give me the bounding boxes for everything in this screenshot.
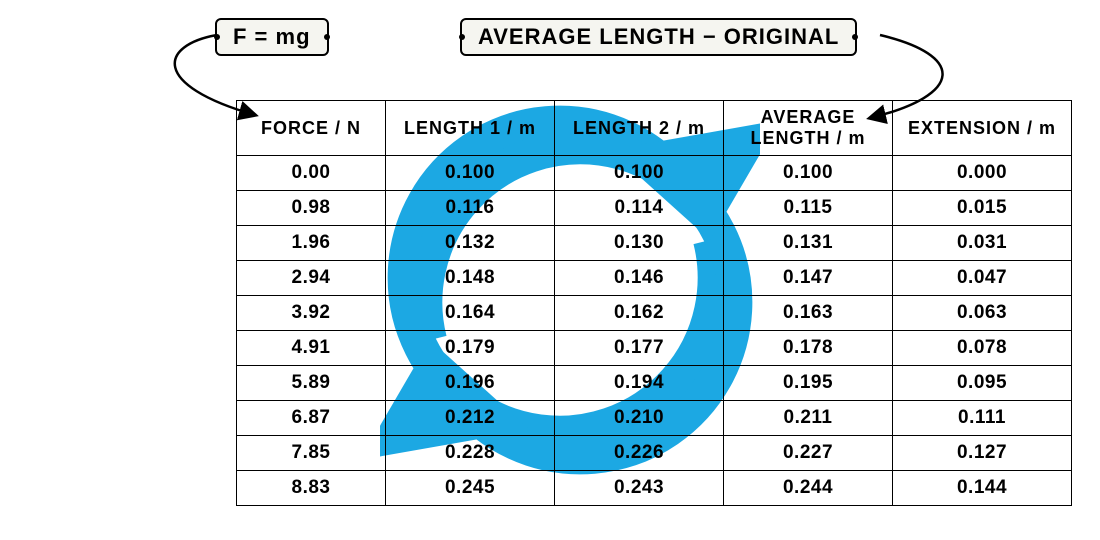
table-cell: 0.031 <box>893 226 1072 261</box>
table-cell: 8.83 <box>237 471 386 506</box>
table-row: 2.940.1480.1460.1470.047 <box>237 261 1072 296</box>
table-cell: 0.100 <box>724 156 893 191</box>
table-row: 4.910.1790.1770.1780.078 <box>237 331 1072 366</box>
diagram-root: F = mg AVERAGE LENGTH − ORIGINAL FORCE /… <box>0 0 1100 540</box>
table-cell: 0.111 <box>893 401 1072 436</box>
table-cell: 0.127 <box>893 436 1072 471</box>
table-cell: 0.130 <box>555 226 724 261</box>
col-length1: LENGTH 1 / m <box>386 101 555 156</box>
table-row: 8.830.2450.2430.2440.144 <box>237 471 1072 506</box>
table-cell: 0.144 <box>893 471 1072 506</box>
table-cell: 3.92 <box>237 296 386 331</box>
table-cell: 0.164 <box>386 296 555 331</box>
table-cell: 0.226 <box>555 436 724 471</box>
table-row: 1.960.1320.1300.1310.031 <box>237 226 1072 261</box>
table-cell: 0.148 <box>386 261 555 296</box>
table-cell: 0.227 <box>724 436 893 471</box>
table-cell: 0.078 <box>893 331 1072 366</box>
table-cell: 0.98 <box>237 191 386 226</box>
table-cell: 0.100 <box>386 156 555 191</box>
table-cell: 0.015 <box>893 191 1072 226</box>
table-cell: 0.115 <box>724 191 893 226</box>
table-cell: 0.000 <box>893 156 1072 191</box>
table-row: 0.980.1160.1140.1150.015 <box>237 191 1072 226</box>
table-cell: 0.210 <box>555 401 724 436</box>
table-cell: 0.00 <box>237 156 386 191</box>
table-cell: 0.063 <box>893 296 1072 331</box>
table-cell: 0.132 <box>386 226 555 261</box>
table-cell: 4.91 <box>237 331 386 366</box>
table-cell: 0.095 <box>893 366 1072 401</box>
table-cell: 0.100 <box>555 156 724 191</box>
tag-force-text: F = mg <box>233 24 311 49</box>
table-cell: 0.116 <box>386 191 555 226</box>
tag-force: F = mg <box>215 18 329 56</box>
table-cell: 0.147 <box>724 261 893 296</box>
table-cell: 1.96 <box>237 226 386 261</box>
table-row: 6.870.2120.2100.2110.111 <box>237 401 1072 436</box>
table-cell: 0.245 <box>386 471 555 506</box>
table-cell: 0.114 <box>555 191 724 226</box>
col-length2: LENGTH 2 / m <box>555 101 724 156</box>
table-cell: 0.243 <box>555 471 724 506</box>
table-cell: 0.195 <box>724 366 893 401</box>
table-cell: 7.85 <box>237 436 386 471</box>
table-cell: 0.196 <box>386 366 555 401</box>
table-cell: 0.228 <box>386 436 555 471</box>
table-row: 7.850.2280.2260.2270.127 <box>237 436 1072 471</box>
table-head: FORCE / N LENGTH 1 / m LENGTH 2 / m AVER… <box>237 101 1072 156</box>
table-cell: 0.131 <box>724 226 893 261</box>
tag-extension: AVERAGE LENGTH − ORIGINAL <box>460 18 857 56</box>
results-table: FORCE / N LENGTH 1 / m LENGTH 2 / m AVER… <box>236 100 1072 506</box>
table-cell: 0.211 <box>724 401 893 436</box>
table-cell: 0.179 <box>386 331 555 366</box>
table-row: 0.000.1000.1000.1000.000 <box>237 156 1072 191</box>
table-cell: 0.177 <box>555 331 724 366</box>
table-cell: 0.047 <box>893 261 1072 296</box>
table-cell: 0.163 <box>724 296 893 331</box>
table-cell: 5.89 <box>237 366 386 401</box>
tag-extension-text: AVERAGE LENGTH − ORIGINAL <box>478 24 839 49</box>
table-cell: 0.244 <box>724 471 893 506</box>
col-avg: AVERAGE LENGTH / m <box>724 101 893 156</box>
col-force: FORCE / N <box>237 101 386 156</box>
table-row: 3.920.1640.1620.1630.063 <box>237 296 1072 331</box>
table-cell: 0.212 <box>386 401 555 436</box>
table-cell: 0.194 <box>555 366 724 401</box>
table-body: 0.000.1000.1000.1000.0000.980.1160.1140.… <box>237 156 1072 506</box>
col-ext: EXTENSION / m <box>893 101 1072 156</box>
table-cell: 0.146 <box>555 261 724 296</box>
table-cell: 6.87 <box>237 401 386 436</box>
table-row: 5.890.1960.1940.1950.095 <box>237 366 1072 401</box>
table-cell: 0.162 <box>555 296 724 331</box>
table-cell: 2.94 <box>237 261 386 296</box>
table-cell: 0.178 <box>724 331 893 366</box>
